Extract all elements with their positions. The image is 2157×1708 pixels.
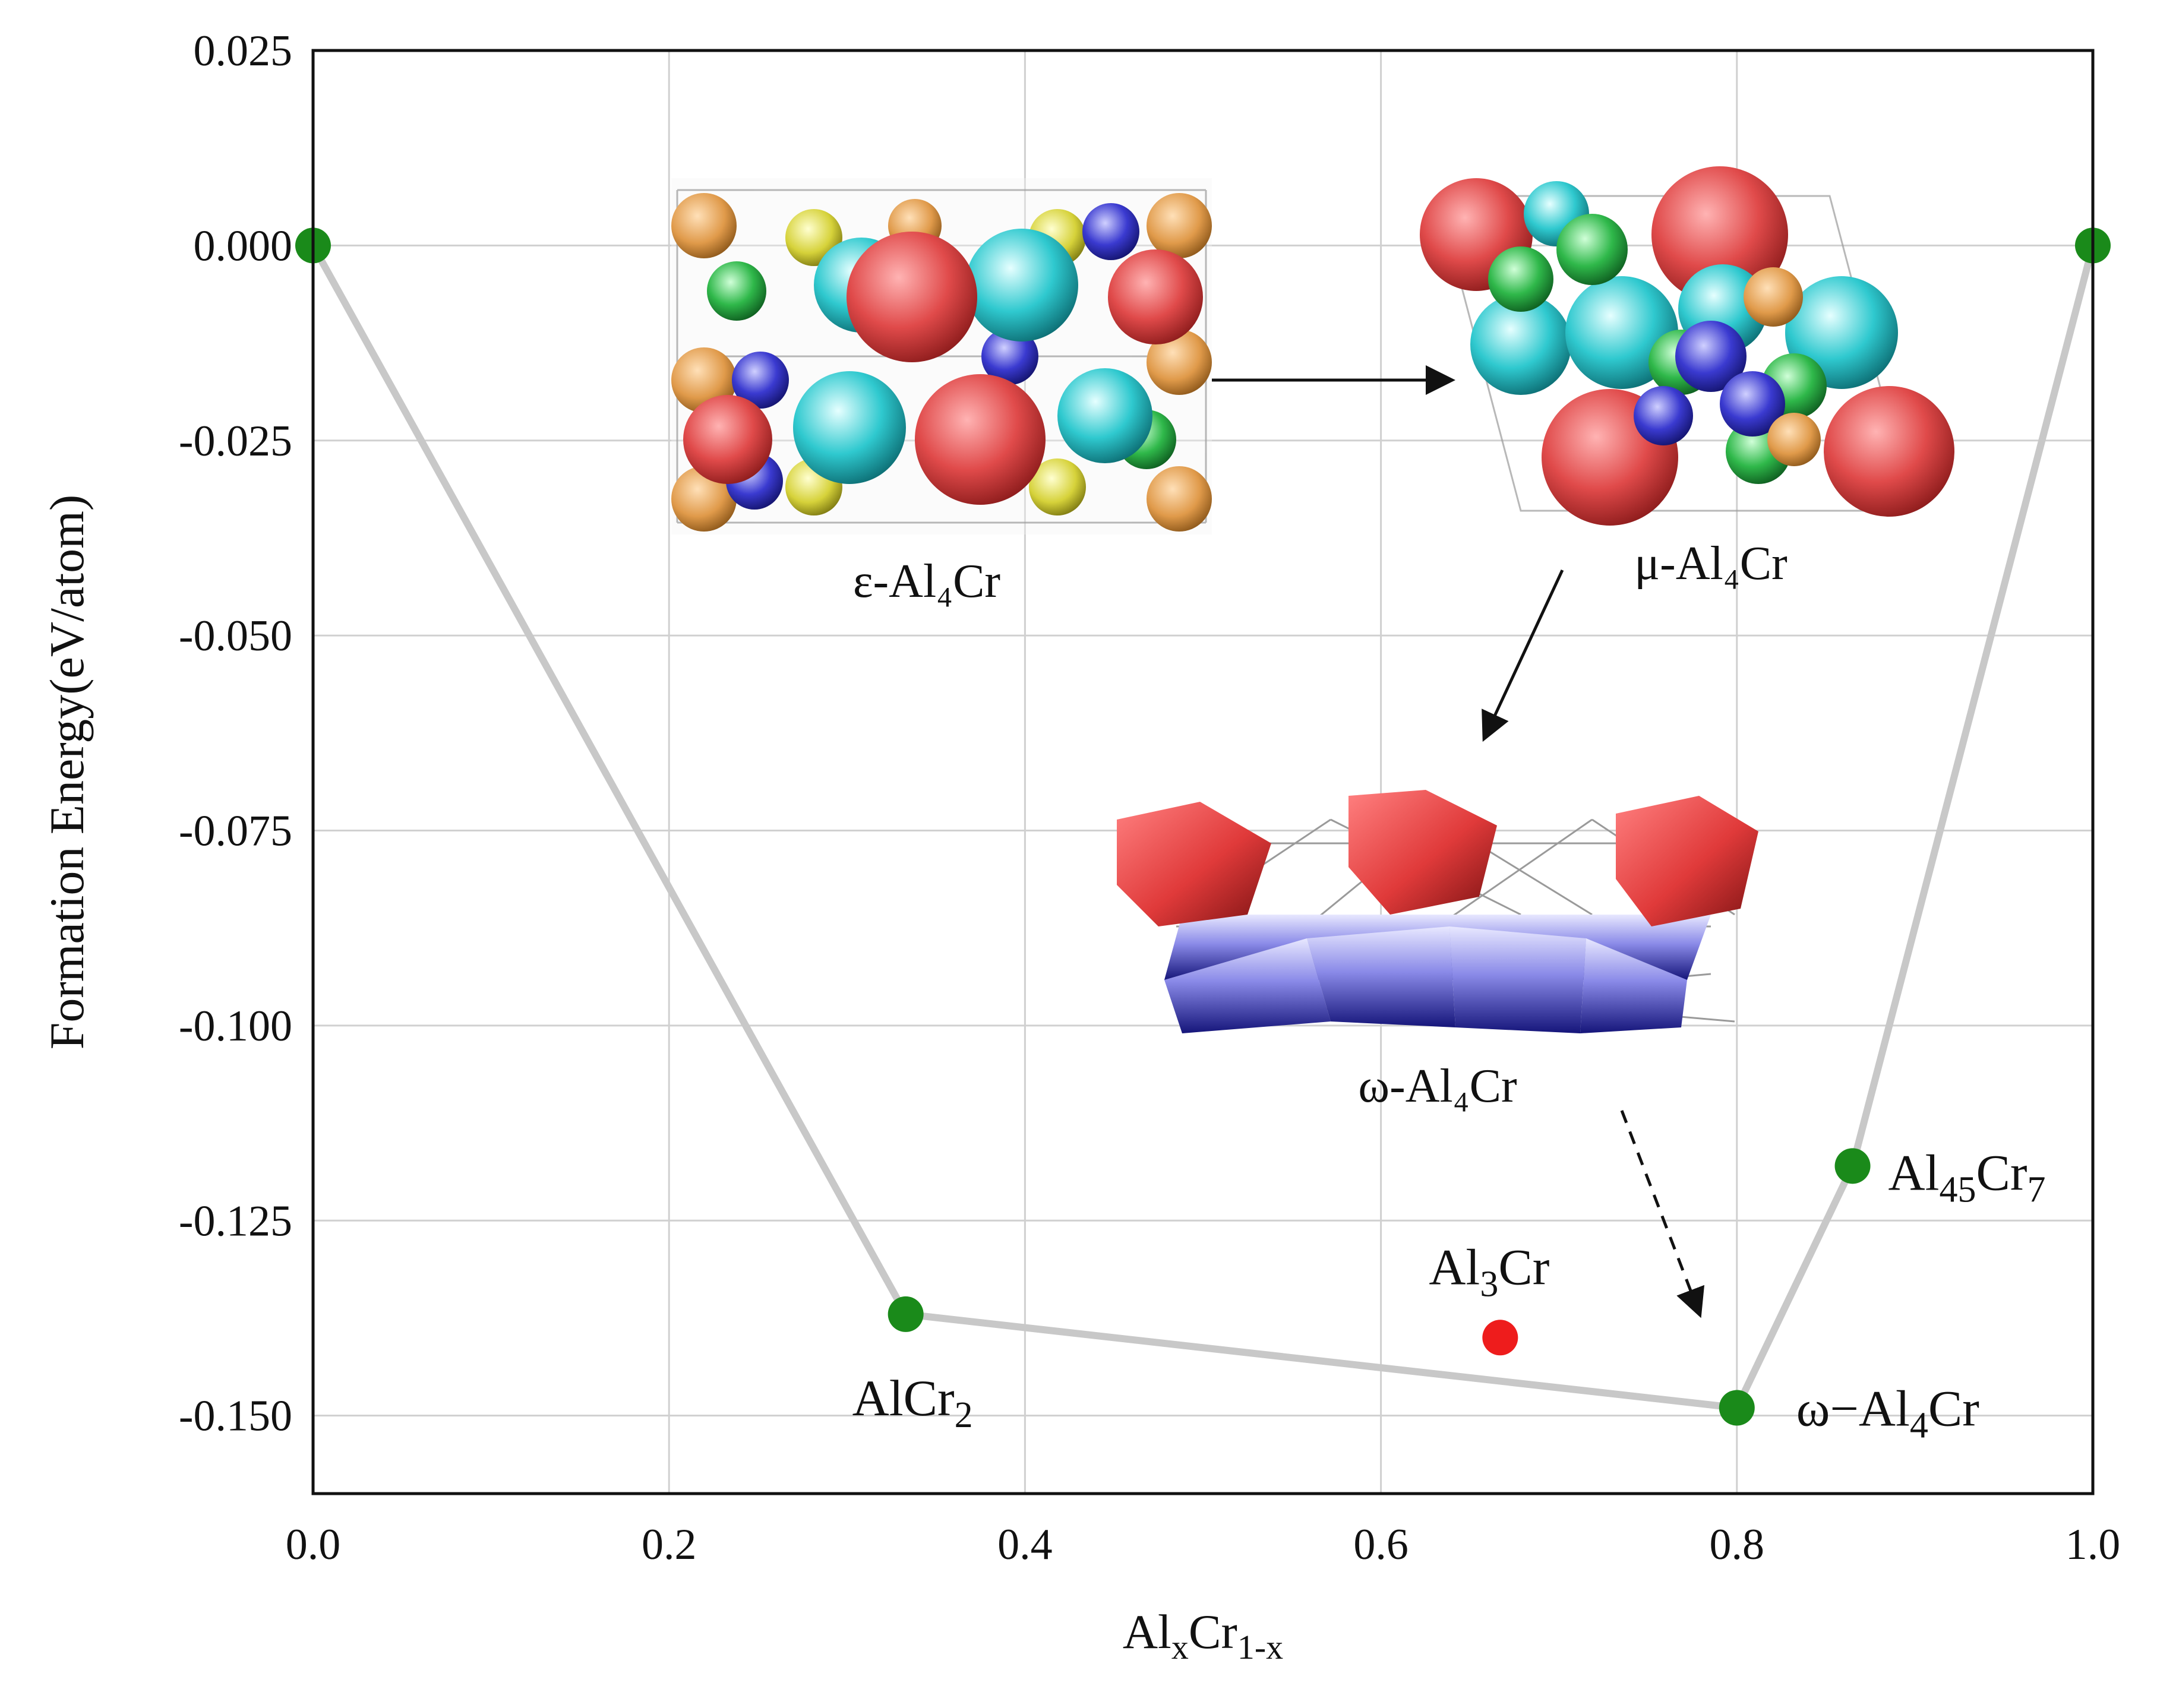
x-axis-title-main: Al — [1123, 1605, 1171, 1659]
x-tick-label: 0.6 — [1353, 1520, 1408, 1569]
x-tick-label: 0.4 — [997, 1520, 1053, 1569]
y-tick-label: 0.025 — [194, 27, 293, 75]
y-tick-label: -0.100 — [179, 1002, 292, 1051]
omega-structure-image — [1117, 790, 1758, 1033]
y-tick-label: 0.000 — [194, 222, 293, 270]
plot-frame — [311, 49, 2095, 1495]
transition-arrows — [1212, 365, 1705, 1318]
point-label: Al3Cr — [1429, 1238, 1549, 1304]
data-points — [295, 227, 2111, 1426]
epsilon-structure-image — [671, 178, 1212, 534]
omega-label: ω-Al₄Cr — [1358, 1060, 1517, 1112]
mu-label: μ-Al₄Cr — [1634, 537, 1787, 590]
y-tick-label: -0.125 — [179, 1197, 292, 1245]
point-label: ω−Al4Cr — [1796, 1380, 1979, 1446]
data-point — [1482, 1320, 1518, 1356]
y-tick-label: -0.075 — [179, 807, 292, 856]
x-axis-title-mid: Cr — [1189, 1605, 1237, 1659]
mu-structure-image — [1420, 166, 1954, 526]
x-tick-label: 0.0 — [286, 1520, 341, 1569]
x-tick-label: 0.2 — [642, 1520, 697, 1569]
y-axis-title: Formation Energy(eV/atom) — [40, 495, 94, 1049]
x-axis-title-sub2: 1-x — [1237, 1628, 1283, 1666]
x-axis-title-sub1: x — [1171, 1628, 1189, 1666]
point-label: AlCr2 — [852, 1369, 973, 1435]
y-tick-label: -0.150 — [179, 1392, 292, 1441]
point-labels: AlCr2 Al3Cr ω−Al4Cr Al45Cr7 — [852, 1144, 2046, 1446]
epsilon-label: ε-Al₄Cr — [853, 555, 1000, 608]
tick-labels: 0.0 0.2 0.4 0.6 0.8 1.0 0.025 0.000 -0.025 -0.050… — [179, 27, 2120, 1569]
y-tick-label: -0.050 — [179, 612, 292, 660]
data-point — [1719, 1390, 1755, 1426]
y-tick-label: -0.025 — [179, 417, 292, 466]
x-tick-label: 0.8 — [1710, 1520, 1765, 1569]
point-label: Al45Cr7 — [1888, 1144, 2046, 1210]
data-point — [1834, 1148, 1871, 1184]
x-tick-label: 1.0 — [2066, 1520, 2121, 1569]
x-axis-title: AlxCr1-x — [1123, 1605, 1283, 1666]
data-point — [888, 1296, 924, 1332]
